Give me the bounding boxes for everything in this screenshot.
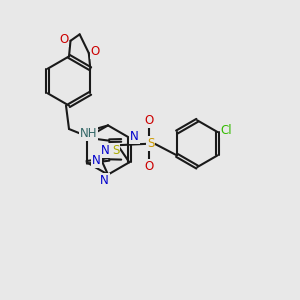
Text: N: N — [101, 145, 110, 158]
Text: O: O — [145, 160, 154, 173]
Text: NH: NH — [80, 127, 97, 140]
Text: N: N — [100, 173, 109, 187]
Text: O: O — [59, 33, 68, 46]
Text: N: N — [130, 130, 139, 143]
Text: S: S — [147, 137, 154, 150]
Text: O: O — [145, 114, 154, 127]
Text: Cl: Cl — [221, 124, 232, 137]
Text: O: O — [91, 45, 100, 58]
Text: S: S — [112, 143, 119, 157]
Text: N: N — [92, 154, 100, 167]
